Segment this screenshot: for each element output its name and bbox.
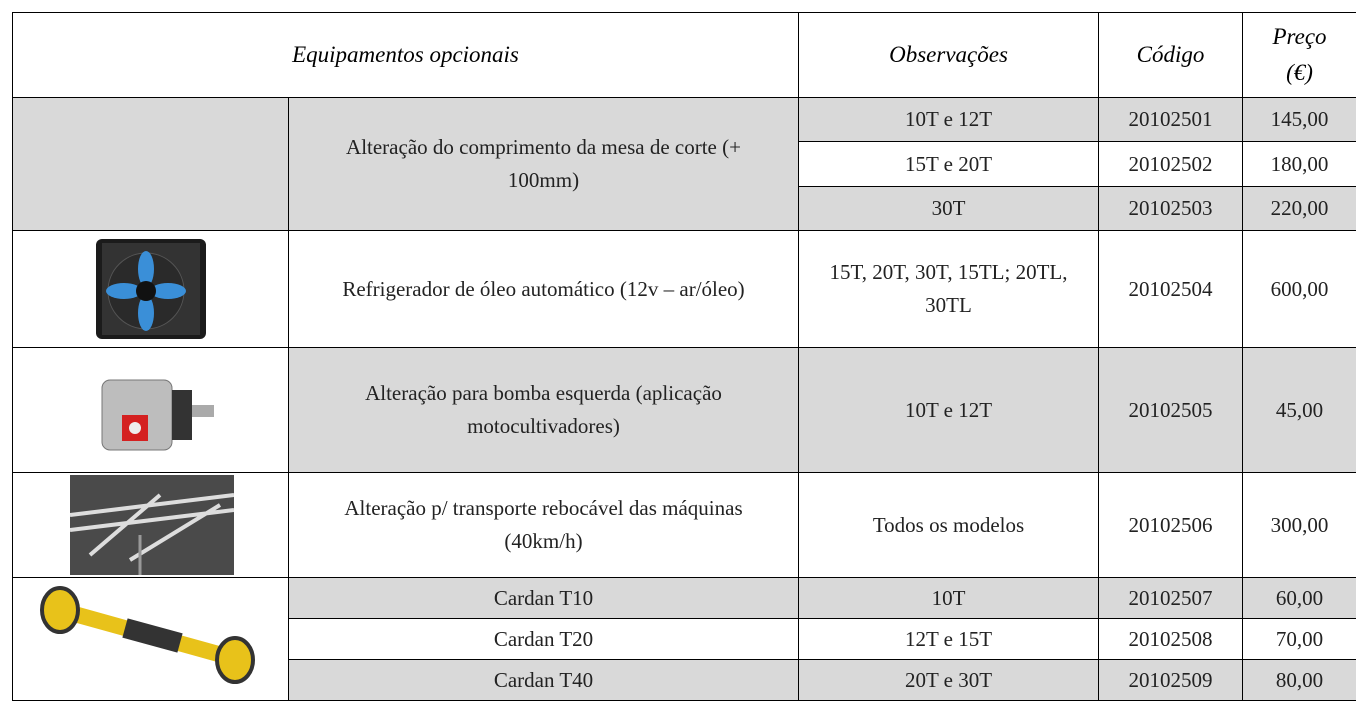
- price: 60,00: [1242, 577, 1356, 619]
- observations-text: Todos os modelos: [872, 512, 1025, 537]
- description-text: Alteração para bomba esquerda (aplicação…: [365, 381, 722, 438]
- observations: 10T e 12T: [798, 347, 1099, 473]
- code: 20102505: [1098, 347, 1243, 473]
- code: 20102506: [1098, 472, 1243, 578]
- description: Alteração do comprimento da mesa de cort…: [288, 97, 799, 231]
- code-text: 20102508: [1128, 626, 1213, 651]
- code-text: 20102501: [1128, 107, 1213, 132]
- code: 20102501: [1098, 97, 1243, 142]
- observations: 15T e 20T: [798, 141, 1099, 187]
- trailer-image: [70, 475, 234, 575]
- description-text: Cardan T10: [493, 585, 594, 610]
- header-price: Preço (€): [1242, 12, 1356, 98]
- cardan-image: [30, 580, 270, 698]
- observations-text: 15T e 20T: [904, 151, 993, 176]
- header-observations: Observações: [798, 12, 1099, 98]
- price-text: 70,00: [1275, 626, 1324, 651]
- description: Cardan T20: [288, 618, 799, 660]
- price-text: 300,00: [1270, 512, 1329, 537]
- code: 20102503: [1098, 186, 1243, 231]
- header-code-text: Código: [1136, 42, 1205, 68]
- price-text: 145,00: [1270, 107, 1329, 132]
- observations: 30T: [798, 186, 1099, 231]
- observations: 15T, 20T, 30T, 15TL; 20TL, 30TL: [798, 230, 1099, 348]
- code: 20102504: [1098, 230, 1243, 348]
- price-text: 45,00: [1275, 397, 1324, 422]
- observations-text: 15T, 20T, 30T, 15TL; 20TL, 30TL: [829, 260, 1068, 317]
- description-text: Alteração p/ transporte rebocável das má…: [344, 496, 743, 553]
- header-equipment-text: Equipamentos opcionais: [292, 42, 519, 68]
- price-text: 600,00: [1270, 276, 1329, 301]
- observations-text: 30T: [931, 196, 966, 221]
- header-observations-text: Observações: [889, 42, 1008, 68]
- observations: 10T e 12T: [798, 97, 1099, 142]
- code-text: 20102504: [1128, 276, 1213, 301]
- code-text: 20102505: [1128, 397, 1213, 422]
- code-text: 20102503: [1128, 196, 1213, 221]
- price-text: 60,00: [1275, 585, 1324, 610]
- observations-text: 20T e 30T: [904, 667, 993, 692]
- header-price-text: Preço: [1272, 24, 1327, 50]
- price: 145,00: [1242, 97, 1356, 142]
- observations: 20T e 30T: [798, 659, 1099, 701]
- code: 20102509: [1098, 659, 1243, 701]
- observations: Todos os modelos: [798, 472, 1099, 578]
- description: Alteração p/ transporte rebocável das má…: [288, 472, 799, 578]
- observations-text: 12T e 15T: [904, 626, 993, 651]
- code-text: 20102506: [1128, 512, 1213, 537]
- header-equipment: Equipamentos opcionais: [12, 12, 799, 98]
- header-price-text: (€): [1286, 60, 1313, 85]
- pump-image: [82, 350, 220, 470]
- price-text: 80,00: [1275, 667, 1324, 692]
- observations-text: 10T e 12T: [904, 107, 993, 132]
- code: 20102502: [1098, 141, 1243, 187]
- price: 600,00: [1242, 230, 1356, 348]
- description: Alteração para bomba esquerda (aplicação…: [288, 347, 799, 473]
- observations: 12T e 15T: [798, 618, 1099, 660]
- observations-text: 10T e 12T: [904, 397, 993, 422]
- price: 70,00: [1242, 618, 1356, 660]
- code-text: 20102502: [1128, 151, 1213, 176]
- price: 80,00: [1242, 659, 1356, 701]
- observations-text: 10T: [931, 585, 966, 610]
- code-text: 20102507: [1128, 585, 1213, 610]
- description-text: Alteração do comprimento da mesa de cort…: [346, 135, 741, 192]
- price: 220,00: [1242, 186, 1356, 231]
- code-text: 20102509: [1128, 667, 1213, 692]
- code: 20102507: [1098, 577, 1243, 619]
- image-cell: [12, 97, 289, 231]
- price: 300,00: [1242, 472, 1356, 578]
- description: Cardan T10: [288, 577, 799, 619]
- price-text: 220,00: [1270, 196, 1329, 221]
- observations: 10T: [798, 577, 1099, 619]
- price: 180,00: [1242, 141, 1356, 187]
- description-text: Refrigerador de óleo automático (12v – a…: [342, 276, 745, 301]
- price: 45,00: [1242, 347, 1356, 473]
- description: Cardan T40: [288, 659, 799, 701]
- cooler-image: [96, 239, 206, 339]
- description-text: Cardan T40: [493, 667, 594, 692]
- price-text: 180,00: [1270, 151, 1329, 176]
- description-text: Cardan T20: [493, 626, 594, 651]
- description: Refrigerador de óleo automático (12v – a…: [288, 230, 799, 348]
- header-code: Código: [1098, 12, 1243, 98]
- code: 20102508: [1098, 618, 1243, 660]
